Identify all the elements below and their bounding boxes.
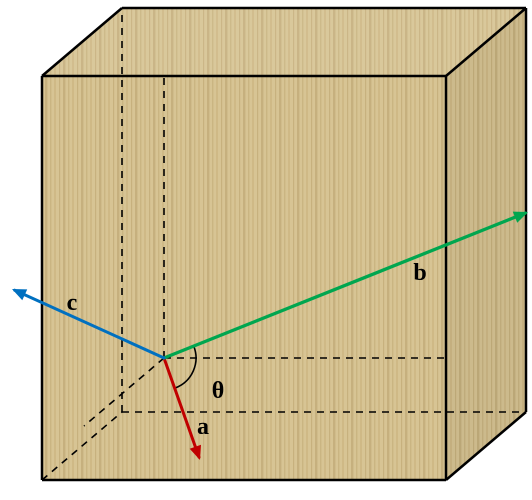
cube-diagram: a b c θ [0, 0, 532, 500]
label-a: a [197, 414, 209, 440]
cube-faces [42, 8, 526, 480]
label-c: c [67, 290, 78, 316]
cube-front-face [42, 76, 446, 480]
label-theta: θ [212, 378, 225, 404]
cube-top-shade [42, 8, 526, 76]
cube-right-shade [446, 8, 526, 480]
label-b: b [413, 260, 426, 286]
